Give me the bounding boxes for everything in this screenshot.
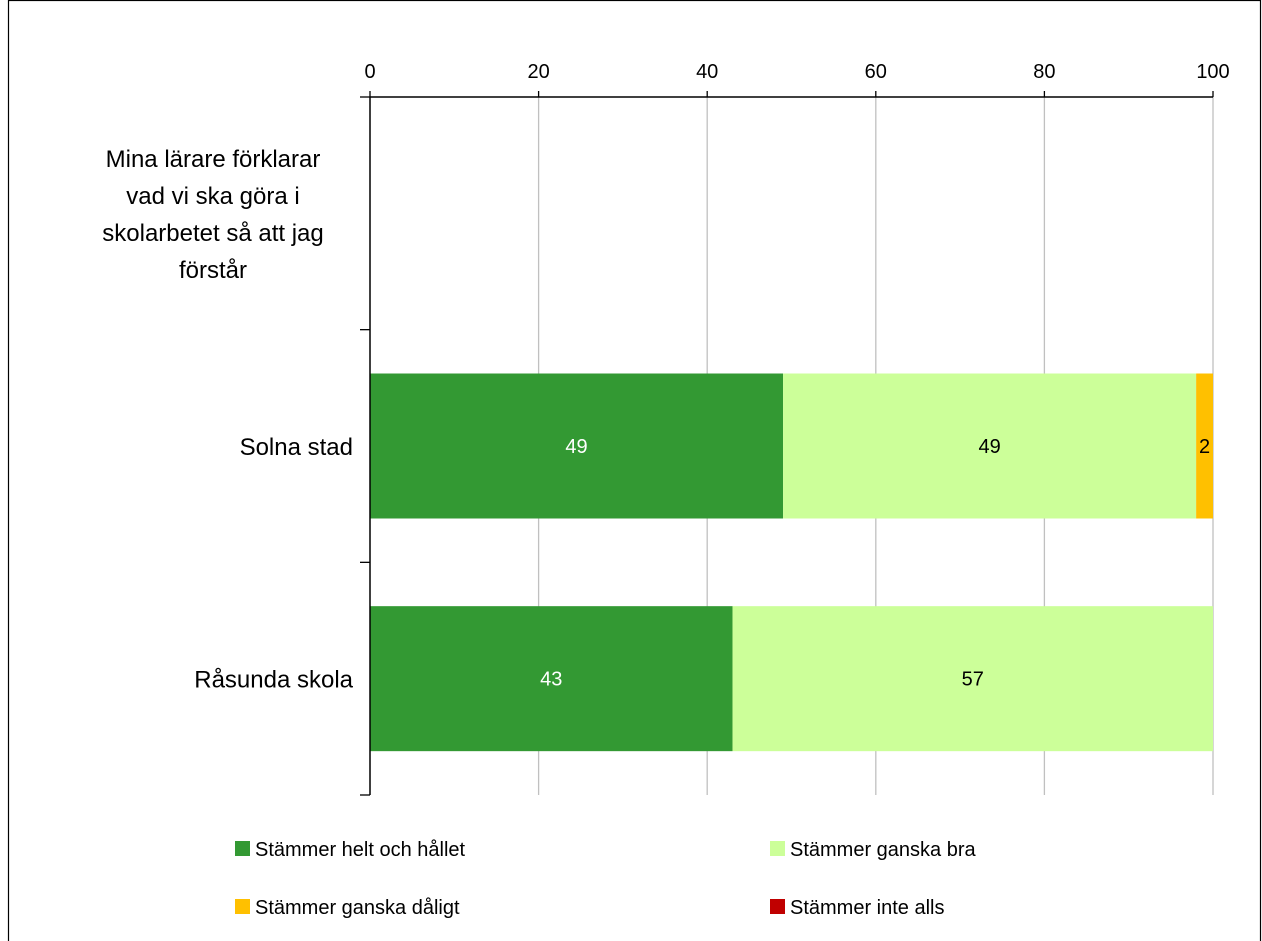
x-tick-label: 80	[1033, 61, 1055, 83]
bar-segment	[370, 606, 733, 752]
data-label: 2	[1199, 436, 1210, 458]
labels: 0 20 40 60 80 100 Mina lärare förklarar vad vi …	[102, 61, 1229, 694]
bar-segment	[370, 373, 784, 519]
x-tick-label: 100	[1196, 61, 1229, 83]
data-label: 49	[565, 436, 587, 458]
bar-segment	[783, 373, 1197, 519]
legend-label: Stämmer inte alls	[790, 897, 945, 919]
data-label: 43	[540, 669, 562, 691]
legend-swatch	[770, 899, 785, 914]
legend-label: Stämmer ganska bra	[790, 839, 977, 861]
category-label: Råsunda skola	[194, 667, 353, 694]
x-tick-label: 40	[696, 61, 718, 83]
x-tick-label: 20	[527, 61, 549, 83]
axes	[360, 91, 1214, 796]
x-tick-label: 0	[364, 61, 375, 83]
category-label: Solna stad	[240, 434, 353, 461]
category-label: Mina lärare förklarar vad vi ska göra i sk…	[102, 146, 323, 284]
x-tick-label: 60	[865, 61, 887, 83]
bar-segment	[732, 606, 1213, 752]
legend-swatch	[235, 899, 250, 914]
legend: Stämmer helt och hållet Stämmer ganska br…	[235, 839, 977, 919]
legend-label: Stämmer ganska dåligt	[255, 897, 460, 919]
legend-swatch	[770, 841, 785, 856]
data-label: 49	[978, 436, 1000, 458]
data-label: 57	[962, 669, 984, 691]
legend-swatch	[235, 841, 250, 856]
legend-label: Stämmer helt och hållet	[255, 839, 466, 861]
bar-segment	[1196, 373, 1213, 519]
bars	[370, 373, 1213, 752]
